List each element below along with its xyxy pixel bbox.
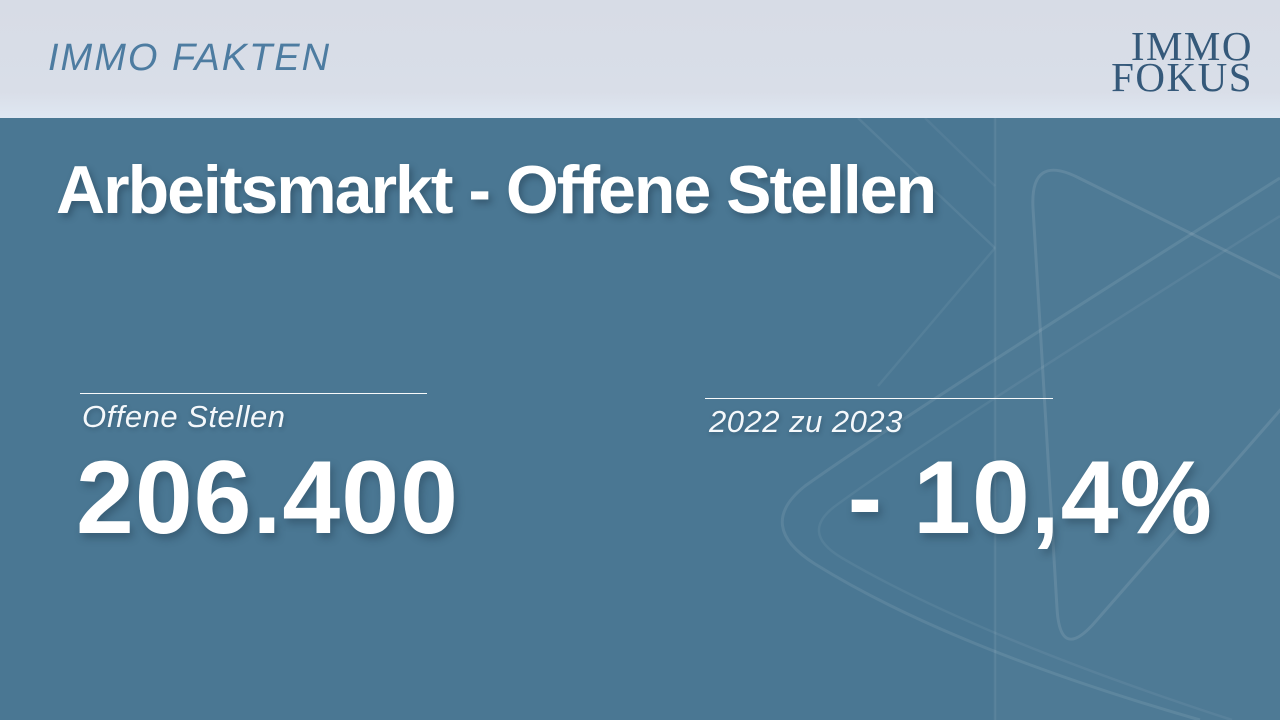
brand-text: IMMO FAKTEN	[48, 36, 332, 79]
logo-line-1: IMMO	[1130, 23, 1253, 69]
stat-value-percent-change: - 10,4%	[847, 440, 1213, 556]
stat-rule-left	[80, 393, 427, 394]
page-title: Arbeitsmarkt - Offene Stellen	[56, 152, 937, 228]
slide-body: Arbeitsmarkt - Offene Stellen Offene Ste…	[0, 118, 1280, 720]
header-bar: IMMO FAKTEN IMMO FOKUS	[0, 0, 1280, 118]
stat-label-year-comparison: 2022 zu 2023	[709, 404, 903, 439]
immofokus-logo: IMMO FOKUS	[1111, 23, 1253, 100]
stat-value-offene-stellen: 206.400	[76, 440, 459, 556]
stat-rule-right	[705, 398, 1053, 399]
logo-line-2: FOKUS	[1111, 54, 1253, 100]
stat-label-offene-stellen: Offene Stellen	[82, 399, 286, 434]
